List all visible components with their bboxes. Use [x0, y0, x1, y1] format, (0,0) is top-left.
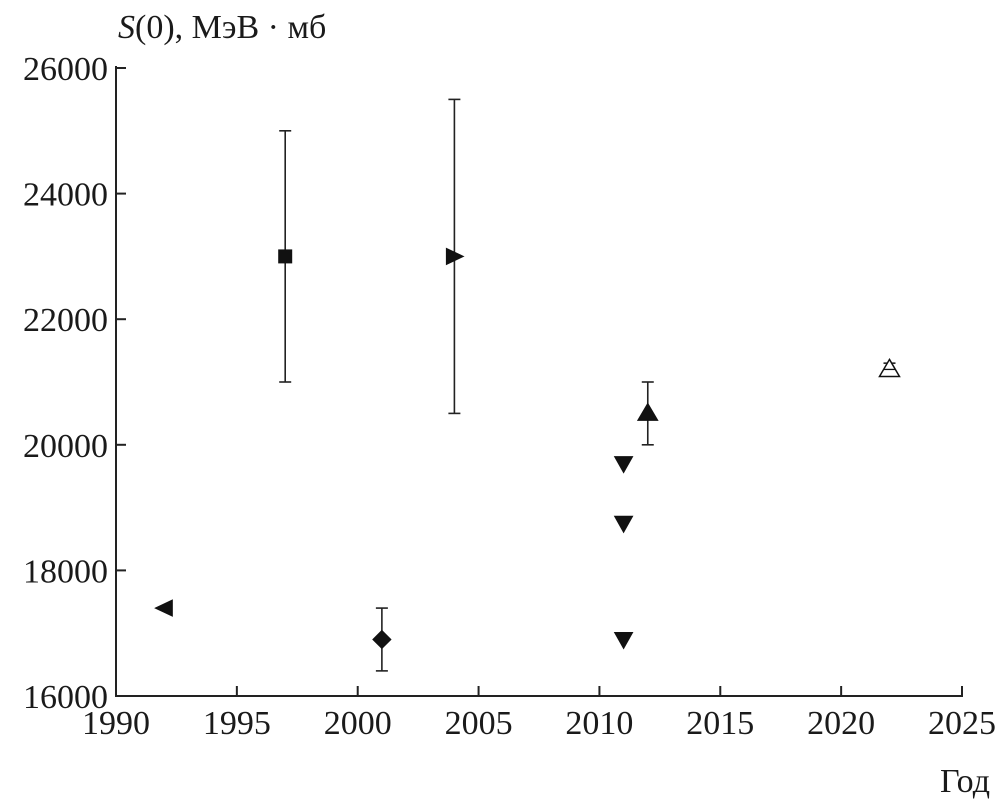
y-tick-label: 24000	[23, 177, 108, 214]
x-tick-label: 2015	[686, 705, 754, 742]
x-tick-label: 2000	[324, 705, 392, 742]
x-tick-label: 2005	[445, 705, 513, 742]
y-axis-label-units: (0), МэВ · мб	[135, 9, 326, 46]
data-point-triangle-up	[878, 357, 901, 378]
x-axis-label: Год	[940, 763, 990, 800]
data-point-triangle-down	[613, 515, 634, 534]
x-tick-label: 2010	[565, 705, 633, 742]
y-tick-label: 20000	[23, 428, 108, 465]
data-point-square	[278, 249, 293, 264]
data-point-triangle-down	[613, 456, 634, 474]
y-axis-label: S(0), МэВ · мб	[118, 9, 326, 46]
data-point-triangle-right	[445, 247, 465, 266]
x-tick-label: 1990	[82, 705, 150, 742]
data-point-triangle-left	[154, 599, 173, 617]
data-point-triangle-up	[636, 402, 659, 421]
x-tick-label: 2025	[928, 705, 996, 742]
data-point-triangle-down	[613, 631, 634, 650]
data-point-diamond	[372, 629, 392, 650]
y-axis-label-symbol: S	[118, 9, 135, 46]
x-tick-label: 1995	[203, 705, 271, 742]
y-tick-label: 26000	[23, 51, 108, 88]
x-tick-label: 2020	[807, 705, 875, 742]
y-tick-label: 16000	[23, 679, 108, 716]
y-tick-label: 18000	[23, 553, 108, 590]
y-tick-label: 22000	[23, 302, 108, 339]
